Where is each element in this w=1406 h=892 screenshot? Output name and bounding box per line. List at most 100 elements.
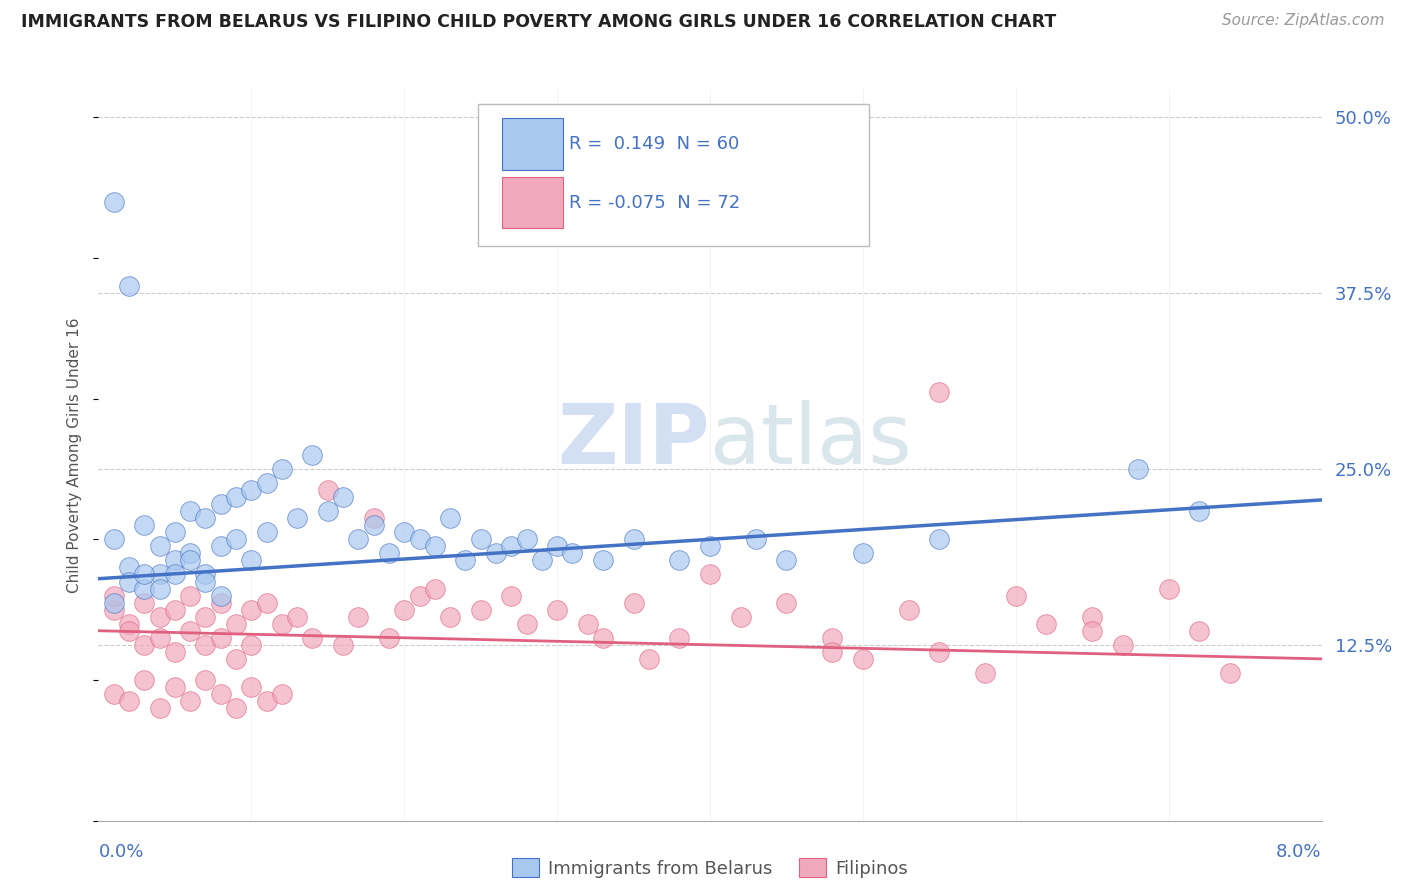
Point [209, 631, 232, 645]
Point [516, 616, 538, 631]
Point [179, 504, 201, 518]
Point [668, 631, 690, 645]
Point [485, 546, 508, 560]
Point [103, 589, 125, 603]
Point [530, 553, 553, 567]
Point [546, 539, 568, 553]
Text: 0.0%: 0.0% [98, 843, 143, 861]
Point [134, 596, 156, 610]
Point [103, 533, 125, 547]
Point [270, 616, 294, 631]
FancyBboxPatch shape [502, 119, 564, 169]
Point [240, 483, 263, 497]
Point [347, 533, 370, 547]
Point [821, 645, 844, 659]
Point [256, 525, 278, 540]
Point [392, 602, 416, 616]
Point [256, 694, 278, 708]
Point [118, 624, 141, 638]
Point [256, 476, 278, 491]
Point [1188, 504, 1211, 518]
Point [730, 609, 752, 624]
Point [134, 518, 156, 533]
Point [699, 539, 721, 553]
Point [194, 673, 217, 687]
Point [225, 490, 247, 504]
Point [363, 511, 385, 525]
Point [668, 553, 690, 567]
Text: 8.0%: 8.0% [1277, 843, 1322, 861]
Point [285, 609, 308, 624]
Point [928, 533, 950, 547]
Point [194, 574, 217, 589]
Point [392, 525, 416, 540]
Point [209, 596, 232, 610]
Legend: Immigrants from Belarus, Filipinos: Immigrants from Belarus, Filipinos [505, 851, 915, 885]
Point [179, 553, 201, 567]
Point [546, 602, 568, 616]
Point [163, 602, 186, 616]
FancyBboxPatch shape [478, 103, 869, 246]
Point [423, 582, 446, 596]
Point [225, 533, 247, 547]
Point [332, 490, 354, 504]
Point [134, 582, 156, 596]
Point [592, 553, 614, 567]
Point [439, 511, 461, 525]
Point [928, 384, 950, 399]
Point [699, 567, 721, 582]
Point [179, 546, 201, 560]
Point [408, 533, 430, 547]
Point [149, 631, 172, 645]
Point [501, 589, 523, 603]
Point [454, 553, 477, 567]
Point [270, 462, 294, 476]
FancyBboxPatch shape [502, 177, 564, 228]
Point [149, 582, 172, 596]
Point [194, 567, 217, 582]
Point [240, 553, 263, 567]
Point [408, 589, 430, 603]
Point [745, 533, 768, 547]
Point [270, 687, 294, 701]
Point [103, 687, 125, 701]
Point [332, 638, 354, 652]
Point [134, 567, 156, 582]
Point [637, 652, 661, 666]
Point [149, 539, 172, 553]
Point [240, 638, 263, 652]
Point [1219, 665, 1241, 680]
Point [163, 567, 186, 582]
Text: atlas: atlas [710, 400, 911, 481]
Point [501, 539, 523, 553]
Point [1188, 624, 1211, 638]
Point [623, 596, 645, 610]
Point [163, 525, 186, 540]
Point [301, 631, 323, 645]
Point [1112, 638, 1135, 652]
Point [592, 631, 614, 645]
Point [225, 652, 247, 666]
Point [194, 638, 217, 652]
Point [347, 609, 370, 624]
Point [285, 511, 308, 525]
Point [209, 589, 232, 603]
Point [149, 609, 172, 624]
Point [118, 574, 141, 589]
Point [1004, 589, 1026, 603]
Point [897, 602, 920, 616]
Point [561, 546, 583, 560]
Point [209, 687, 232, 701]
Point [194, 511, 217, 525]
Point [974, 665, 997, 680]
Point [149, 701, 172, 715]
Text: Source: ZipAtlas.com: Source: ZipAtlas.com [1222, 13, 1385, 29]
Point [163, 553, 186, 567]
Point [179, 624, 201, 638]
Point [1035, 616, 1057, 631]
Point [852, 546, 875, 560]
Point [103, 602, 125, 616]
Point [928, 645, 950, 659]
Point [1081, 609, 1104, 624]
Point [256, 596, 278, 610]
